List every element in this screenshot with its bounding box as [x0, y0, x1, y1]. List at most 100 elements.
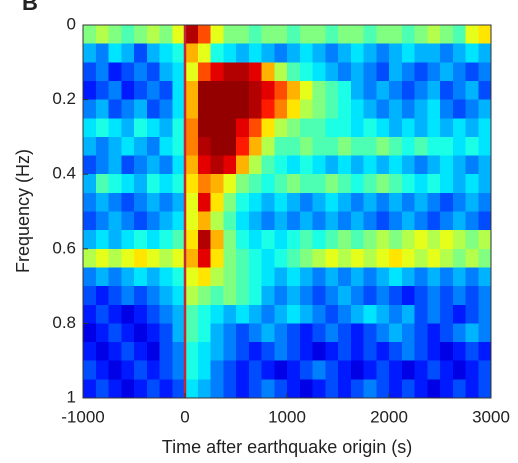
- heatmap-cell: [197, 155, 212, 175]
- heatmap-cell: [363, 99, 377, 119]
- heatmap-cell: [159, 62, 173, 82]
- heatmap-cell: [440, 192, 454, 213]
- heatmap-cell: [452, 211, 467, 231]
- heatmap-cell: [108, 155, 122, 175]
- heatmap-cell: [134, 342, 148, 362]
- heatmap-cell: [223, 155, 237, 175]
- heatmap-cell: [363, 342, 377, 362]
- heatmap-cell: [274, 286, 288, 306]
- heatmap-cell: [401, 43, 416, 63]
- heatmap-cell: [197, 80, 212, 101]
- heatmap-cell: [185, 174, 199, 194]
- heatmap-cell: [146, 118, 161, 138]
- heatmap-cell: [95, 230, 110, 250]
- heatmap-cell: [363, 155, 377, 175]
- heatmap-cell: [389, 379, 403, 399]
- heatmap-cell: [478, 62, 492, 82]
- heatmap-cell: [134, 62, 148, 82]
- heatmap-cell: [95, 155, 110, 175]
- heatmap-cell: [223, 248, 237, 269]
- heatmap-cell: [452, 136, 467, 157]
- heatmap-cell: [108, 360, 122, 380]
- heatmap-cell: [223, 211, 237, 231]
- heatmap-cell: [401, 118, 416, 138]
- heatmap-cell: [465, 360, 479, 380]
- heatmap-cell: [134, 99, 148, 119]
- heatmap-cell: [185, 304, 199, 324]
- heatmap-cell: [350, 136, 365, 157]
- heatmap-cell: [312, 80, 326, 101]
- heatmap-cell: [338, 360, 352, 380]
- heatmap-cell: [325, 286, 339, 306]
- heatmap-cell: [427, 62, 441, 82]
- heatmap-cell: [274, 174, 288, 194]
- heatmap-cell: [248, 136, 263, 157]
- heatmap-cell: [223, 267, 237, 287]
- heatmap-cell: [350, 230, 365, 250]
- heatmap-cell: [248, 286, 263, 306]
- heatmap-cell: [261, 155, 275, 175]
- heatmap-cell: [248, 43, 263, 63]
- heatmap-cell: [197, 248, 212, 269]
- heatmap-cell: [108, 342, 122, 362]
- heatmap-cell: [185, 99, 199, 119]
- heatmap-cell: [223, 136, 237, 157]
- heatmap-cell: [427, 80, 441, 101]
- heatmap-cell: [223, 230, 237, 250]
- heatmap-cell: [465, 136, 479, 157]
- heatmap-cell: [401, 136, 416, 157]
- heatmap-cell: [274, 248, 288, 269]
- heatmap-cell: [427, 43, 441, 63]
- heatmap-cell: [452, 25, 467, 45]
- heatmap-cell: [121, 136, 135, 157]
- heatmap-cell: [440, 286, 454, 306]
- heatmap-cell: [312, 267, 326, 287]
- heatmap-cell: [95, 136, 110, 157]
- heatmap-cell: [452, 155, 467, 175]
- heatmap-cell: [210, 211, 224, 231]
- heatmap-cell: [159, 248, 173, 269]
- x-tick-label: -1000: [61, 407, 104, 426]
- heatmap-cell: [427, 304, 441, 324]
- heatmap-cell: [299, 174, 314, 194]
- heatmap-cell: [248, 248, 263, 269]
- heatmap-cell: [312, 211, 326, 231]
- heatmap-cell: [287, 304, 301, 324]
- heatmap-cell: [210, 43, 224, 63]
- y-tick-label: 0.6: [52, 238, 76, 257]
- heatmap-cell: [452, 360, 467, 380]
- heatmap-cell: [478, 323, 492, 343]
- heatmap-cell: [121, 286, 135, 306]
- heatmap-cell: [376, 360, 390, 380]
- heatmap-cell: [146, 192, 161, 213]
- heatmap-cell: [427, 174, 441, 194]
- heatmap-cell: [121, 174, 135, 194]
- heatmap-cell: [338, 192, 352, 213]
- heatmap-cell: [223, 192, 237, 213]
- heatmap-cell: [274, 211, 288, 231]
- heatmap-cell: [95, 80, 110, 101]
- heatmap-cell: [478, 360, 492, 380]
- heatmap-cell: [376, 43, 390, 63]
- heatmap-cell: [274, 342, 288, 362]
- heatmap-cell: [401, 360, 416, 380]
- heatmap-cell: [274, 80, 288, 101]
- heatmap-cell: [338, 304, 352, 324]
- heatmap-cell: [197, 342, 212, 362]
- heatmap-cell: [427, 379, 441, 399]
- heatmap-cell: [185, 211, 199, 231]
- heatmap-cell: [350, 118, 365, 138]
- heatmap-cell: [376, 267, 390, 287]
- heatmap-cell: [363, 248, 377, 269]
- heatmap-cell: [83, 99, 97, 119]
- heatmap-cell: [185, 155, 199, 175]
- heatmap-cell: [363, 25, 377, 45]
- heatmap-cell: [172, 118, 186, 138]
- heatmap-cell: [363, 43, 377, 63]
- heatmap-cell: [121, 155, 135, 175]
- heatmap-cell: [223, 304, 237, 324]
- heatmap-cell: [287, 25, 301, 45]
- heatmap-cell: [83, 304, 97, 324]
- heatmap-cell: [83, 192, 97, 213]
- heatmap-cell: [197, 62, 212, 82]
